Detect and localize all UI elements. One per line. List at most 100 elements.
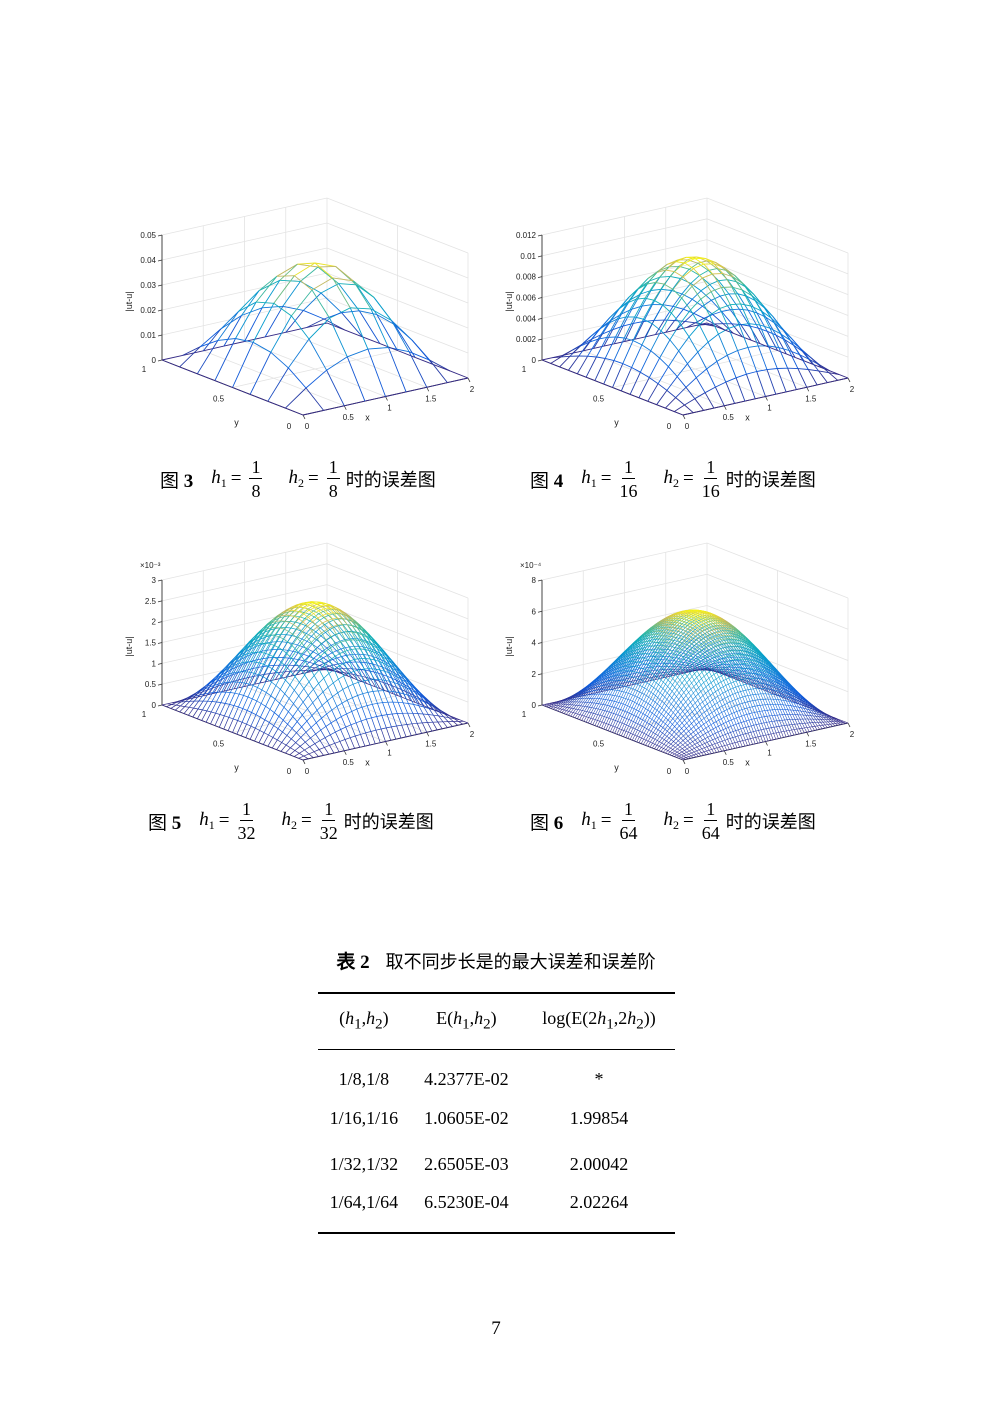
mesh-line — [352, 697, 358, 710]
z-tick — [537, 642, 543, 644]
mesh-line — [614, 664, 618, 670]
mesh-line — [565, 701, 568, 705]
mesh-line — [237, 720, 243, 723]
mesh-line — [657, 625, 662, 629]
y-tick-label: 1 — [522, 365, 527, 374]
mesh-line — [303, 655, 309, 662]
mesh-line — [608, 685, 612, 687]
mesh-line — [681, 297, 691, 311]
mesh-line — [268, 654, 274, 657]
mesh-line — [686, 660, 689, 662]
mesh-line — [252, 634, 258, 639]
mesh-line — [707, 619, 711, 622]
mesh-line — [376, 314, 398, 351]
mesh-line — [728, 660, 732, 665]
x-tick — [426, 732, 430, 737]
mesh-line — [421, 731, 427, 734]
mesh-line — [462, 722, 469, 725]
mesh-line — [749, 325, 759, 329]
mesh-line — [252, 303, 275, 343]
mesh-line — [714, 654, 717, 657]
mesh-line — [732, 660, 736, 665]
mesh-line — [347, 348, 369, 358]
mesh-line — [276, 615, 282, 618]
mesh-line — [232, 663, 238, 667]
mesh-line — [395, 670, 402, 675]
mesh-line — [379, 669, 385, 672]
mesh-line — [359, 310, 377, 316]
mesh-line — [262, 649, 268, 652]
mesh-line — [597, 336, 607, 340]
mesh-line — [728, 293, 740, 310]
mesh-line — [366, 642, 372, 646]
mesh-line — [254, 652, 261, 663]
mesh-line — [333, 751, 340, 754]
mesh-line — [376, 716, 382, 730]
mesh-line — [687, 631, 691, 634]
mesh-line — [272, 649, 278, 658]
mesh-line — [310, 722, 317, 728]
x-tick-label: 2 — [470, 385, 475, 394]
mesh-line — [779, 333, 790, 351]
mesh-line — [220, 702, 226, 704]
mesh-line — [210, 701, 217, 713]
mesh-line — [689, 663, 692, 665]
mesh-line — [691, 286, 702, 300]
mesh-line — [361, 633, 366, 636]
mesh-line — [326, 647, 333, 654]
mesh-line — [328, 612, 334, 614]
mesh-line — [228, 665, 233, 669]
mesh-line — [161, 354, 183, 361]
mesh-line — [339, 653, 345, 664]
mesh-line — [295, 670, 301, 676]
z-tick — [157, 309, 163, 312]
mesh-line — [397, 695, 403, 698]
mesh-line — [289, 754, 295, 757]
mesh-line — [346, 713, 352, 725]
mesh-line — [189, 706, 194, 709]
mesh-line — [200, 328, 222, 348]
mesh-line — [758, 681, 762, 687]
mesh-line — [315, 667, 321, 670]
y-tick-label: 0.5 — [213, 740, 225, 749]
mesh-line — [366, 717, 372, 720]
mesh-line — [361, 640, 367, 643]
mesh-line — [285, 738, 292, 746]
z-tick — [537, 359, 543, 362]
mesh-line — [657, 383, 668, 391]
mesh-line — [347, 697, 353, 701]
mesh-line — [290, 670, 296, 677]
mesh-line — [621, 686, 625, 692]
mesh-line — [320, 602, 325, 606]
mesh-line — [336, 702, 343, 707]
mesh-line — [309, 746, 315, 752]
mesh-line — [277, 731, 283, 741]
mesh-line — [348, 673, 354, 685]
x-tick-label: 1 — [767, 404, 772, 413]
mesh-line — [747, 658, 751, 663]
mesh-line — [659, 357, 669, 368]
mesh-line — [673, 404, 685, 412]
mesh-line — [307, 643, 313, 650]
mesh-line — [325, 603, 330, 606]
mesh-line — [382, 690, 389, 703]
mesh-line — [192, 708, 199, 718]
mesh-line — [215, 712, 221, 715]
mesh-line — [191, 692, 196, 696]
mesh-line — [663, 620, 667, 624]
mesh-line — [259, 719, 266, 731]
mesh-line — [254, 661, 260, 664]
mesh-line — [331, 626, 337, 635]
mesh-line — [703, 263, 713, 275]
z-tick-label: 1 — [152, 659, 157, 668]
mesh-line — [685, 377, 697, 388]
mesh-line — [636, 297, 645, 300]
mesh-line — [354, 658, 360, 660]
mesh-line — [403, 679, 409, 683]
mesh-line — [623, 316, 636, 339]
mesh-line — [397, 350, 416, 358]
x-tick-label: 1 — [387, 749, 392, 758]
mesh-line — [388, 690, 394, 692]
mesh-line — [250, 641, 256, 646]
mesh-line — [281, 653, 288, 663]
